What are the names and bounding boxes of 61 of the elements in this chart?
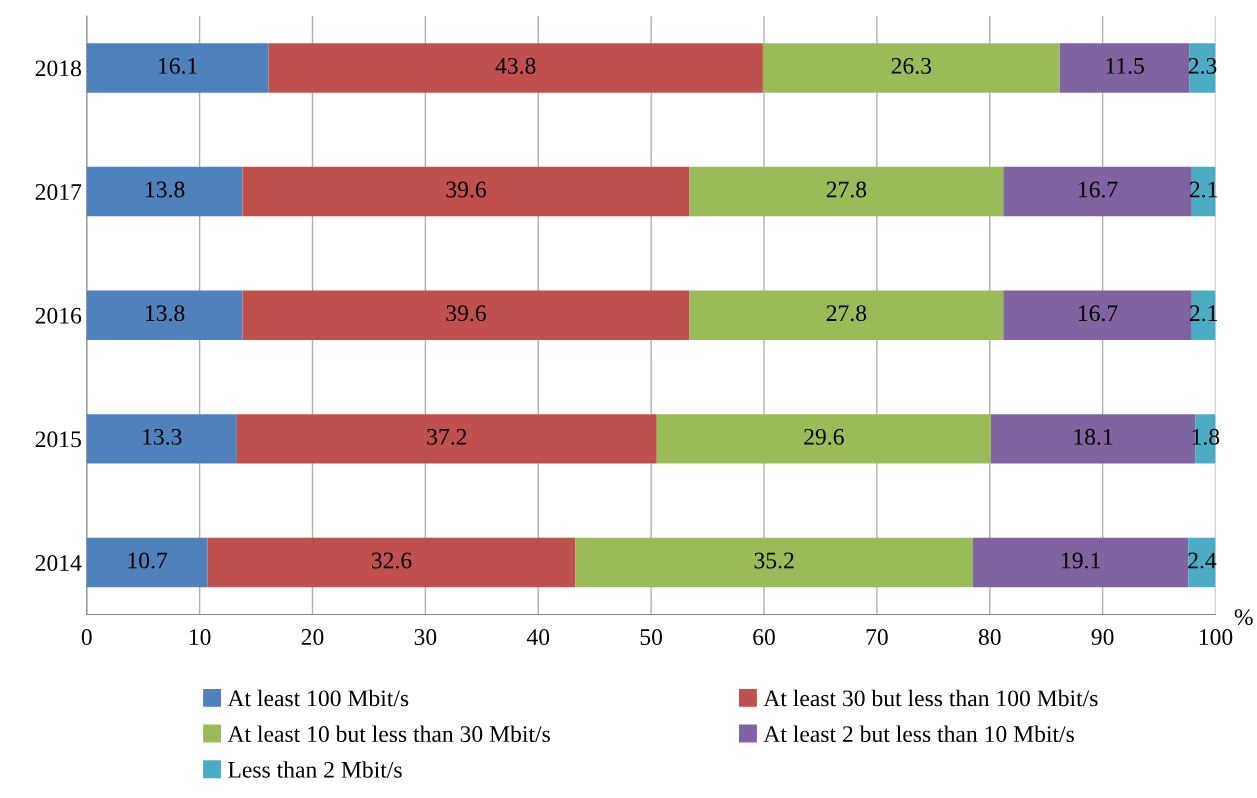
- data-label: 13.8: [146, 181, 185, 198]
- bar: [762, 43, 1060, 93]
- data-label: 39.6: [446, 305, 486, 322]
- x-tick-label: 80: [978, 629, 1001, 645]
- data-label: 39.6: [446, 181, 486, 198]
- bar: [86, 166, 243, 217]
- data-label: 18.1: [1074, 428, 1113, 445]
- bar: [1003, 290, 1192, 340]
- y-tick-label: 2016: [35, 307, 82, 324]
- bar: [86, 414, 237, 464]
- data-label: 11.5: [1106, 57, 1144, 74]
- x-tick-label: 0: [81, 629, 92, 645]
- bar: [656, 414, 991, 464]
- data-label: 35.2: [754, 552, 794, 569]
- legend-label: At least 10 but less than 30 Mbit/s: [227, 725, 550, 743]
- y-tick-label: 2018: [35, 60, 81, 77]
- bar: [689, 290, 1004, 340]
- y-tick-label: 2015: [35, 431, 81, 448]
- data-label: 37.2: [427, 428, 467, 445]
- data-label: 27.8: [826, 305, 867, 322]
- data-label: 13.3: [143, 428, 182, 445]
- legend-label: At least 30 but less than 100 Mbit/s: [763, 689, 1098, 707]
- legend-label: Less than 2 Mbit/s: [228, 761, 402, 778]
- x-tick-label: 70: [866, 629, 888, 645]
- y-tick-label: 2014: [35, 555, 82, 571]
- data-label: 32.6: [371, 552, 412, 569]
- bar: [242, 166, 690, 217]
- bar: [268, 43, 763, 93]
- x-axis-title: %: [1234, 609, 1253, 626]
- x-tick-label: 60: [753, 629, 775, 645]
- data-label: 16.1: [159, 57, 197, 74]
- bar: [242, 290, 690, 340]
- legend-label: At least 2 but less than 10 Mbit/s: [763, 725, 1074, 743]
- bar: [575, 537, 973, 588]
- data-label: 29.6: [804, 428, 844, 445]
- x-tick-label: 30: [414, 629, 437, 645]
- data-label: 13.8: [146, 305, 185, 322]
- bar: [207, 537, 576, 588]
- data-label: 10.7: [128, 552, 168, 569]
- data-label: 27.8: [826, 181, 867, 198]
- bar: [1059, 43, 1190, 93]
- bar: [972, 537, 1189, 588]
- x-tick-label: 90: [1091, 629, 1114, 645]
- data-label: 16.7: [1078, 305, 1118, 322]
- y-tick-label: 2017: [35, 184, 82, 200]
- x-tick-label: 50: [640, 629, 663, 645]
- x-tick-label: 10: [189, 629, 211, 645]
- bar: [86, 537, 208, 588]
- x-tick-label: 40: [526, 629, 550, 645]
- bar: [236, 414, 657, 464]
- x-tick-label: 100: [1199, 629, 1233, 645]
- legend-label: At least 100 Mbit/s: [227, 689, 409, 707]
- x-tick-label: 20: [301, 629, 324, 645]
- bar: [86, 43, 269, 93]
- bar: [86, 290, 243, 340]
- data-label: 43.8: [495, 57, 536, 74]
- data-label: 19.1: [1062, 552, 1100, 569]
- bar: [1003, 166, 1192, 217]
- bar: [689, 166, 1004, 217]
- data-label: 16.7: [1078, 181, 1118, 198]
- data-label: 26.3: [891, 57, 932, 74]
